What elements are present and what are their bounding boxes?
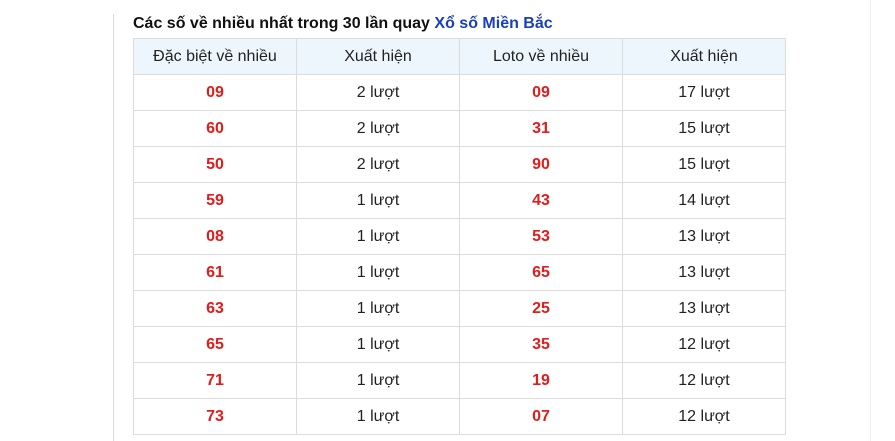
header-special-count: Xuất hiện (296, 38, 460, 75)
table-row: 09 2 lượt 09 17 lượt (133, 74, 786, 111)
title-text: Các số về nhiều nhất trong 30 lần quay (133, 15, 430, 32)
special-number: 65 (133, 326, 297, 363)
loto-number: 25 (459, 290, 623, 327)
loto-count: 14 lượt (622, 182, 786, 219)
special-count: 1 lượt (296, 362, 460, 399)
left-divider (113, 14, 114, 441)
loto-count: 13 lượt (622, 254, 786, 291)
loto-number: 09 (459, 74, 623, 111)
special-number: 63 (133, 290, 297, 327)
special-count: 2 lượt (296, 74, 460, 111)
loto-number: 35 (459, 326, 623, 363)
special-count: 1 lượt (296, 398, 460, 435)
special-count: 1 lượt (296, 326, 460, 363)
loto-count: 12 lượt (622, 398, 786, 435)
special-number: 71 (133, 362, 297, 399)
loto-count: 12 lượt (622, 326, 786, 363)
loto-number: 07 (459, 398, 623, 435)
section-title: Các số về nhiều nhất trong 30 lần quay X… (133, 15, 553, 33)
loto-number: 53 (459, 218, 623, 255)
stats-table: Đặc biệt về nhiều Xuất hiện Loto về nhiề… (133, 38, 786, 435)
loto-count: 13 lượt (622, 218, 786, 255)
special-number: 73 (133, 398, 297, 435)
table-row: 65 1 lượt 35 12 lượt (133, 326, 786, 363)
table-row: 63 1 lượt 25 13 lượt (133, 290, 786, 327)
special-number: 60 (133, 110, 297, 147)
table-row: 73 1 lượt 07 12 lượt (133, 398, 786, 435)
table-row: 71 1 lượt 19 12 lượt (133, 362, 786, 399)
special-count: 1 lượt (296, 290, 460, 327)
table-row: 08 1 lượt 53 13 lượt (133, 218, 786, 255)
loto-count: 15 lượt (622, 110, 786, 147)
right-divider (870, 0, 871, 441)
table-row: 61 1 lượt 65 13 lượt (133, 254, 786, 291)
loto-count: 17 lượt (622, 74, 786, 111)
loto-count: 15 lượt (622, 146, 786, 183)
special-count: 1 lượt (296, 218, 460, 255)
loto-count: 12 lượt (622, 362, 786, 399)
brand-link[interactable]: Xổ số Miền Bắc (434, 15, 553, 32)
loto-number: 65 (459, 254, 623, 291)
loto-number: 31 (459, 110, 623, 147)
table-row: 50 2 lượt 90 15 lượt (133, 146, 786, 183)
table-row: 60 2 lượt 31 15 lượt (133, 110, 786, 147)
special-number: 50 (133, 146, 297, 183)
table-row: 59 1 lượt 43 14 lượt (133, 182, 786, 219)
special-count: 2 lượt (296, 146, 460, 183)
header-row: Đặc biệt về nhiều Xuất hiện Loto về nhiề… (133, 38, 786, 75)
special-number: 59 (133, 182, 297, 219)
loto-number: 19 (459, 362, 623, 399)
special-count: 1 lượt (296, 182, 460, 219)
header-special: Đặc biệt về nhiều (133, 38, 297, 75)
special-count: 1 lượt (296, 254, 460, 291)
special-number: 61 (133, 254, 297, 291)
special-number: 09 (133, 74, 297, 111)
loto-number: 90 (459, 146, 623, 183)
loto-number: 43 (459, 182, 623, 219)
header-loto-count: Xuất hiện (622, 38, 786, 75)
header-loto: Loto về nhiều (459, 38, 623, 75)
special-number: 08 (133, 218, 297, 255)
special-count: 2 lượt (296, 110, 460, 147)
loto-count: 13 lượt (622, 290, 786, 327)
